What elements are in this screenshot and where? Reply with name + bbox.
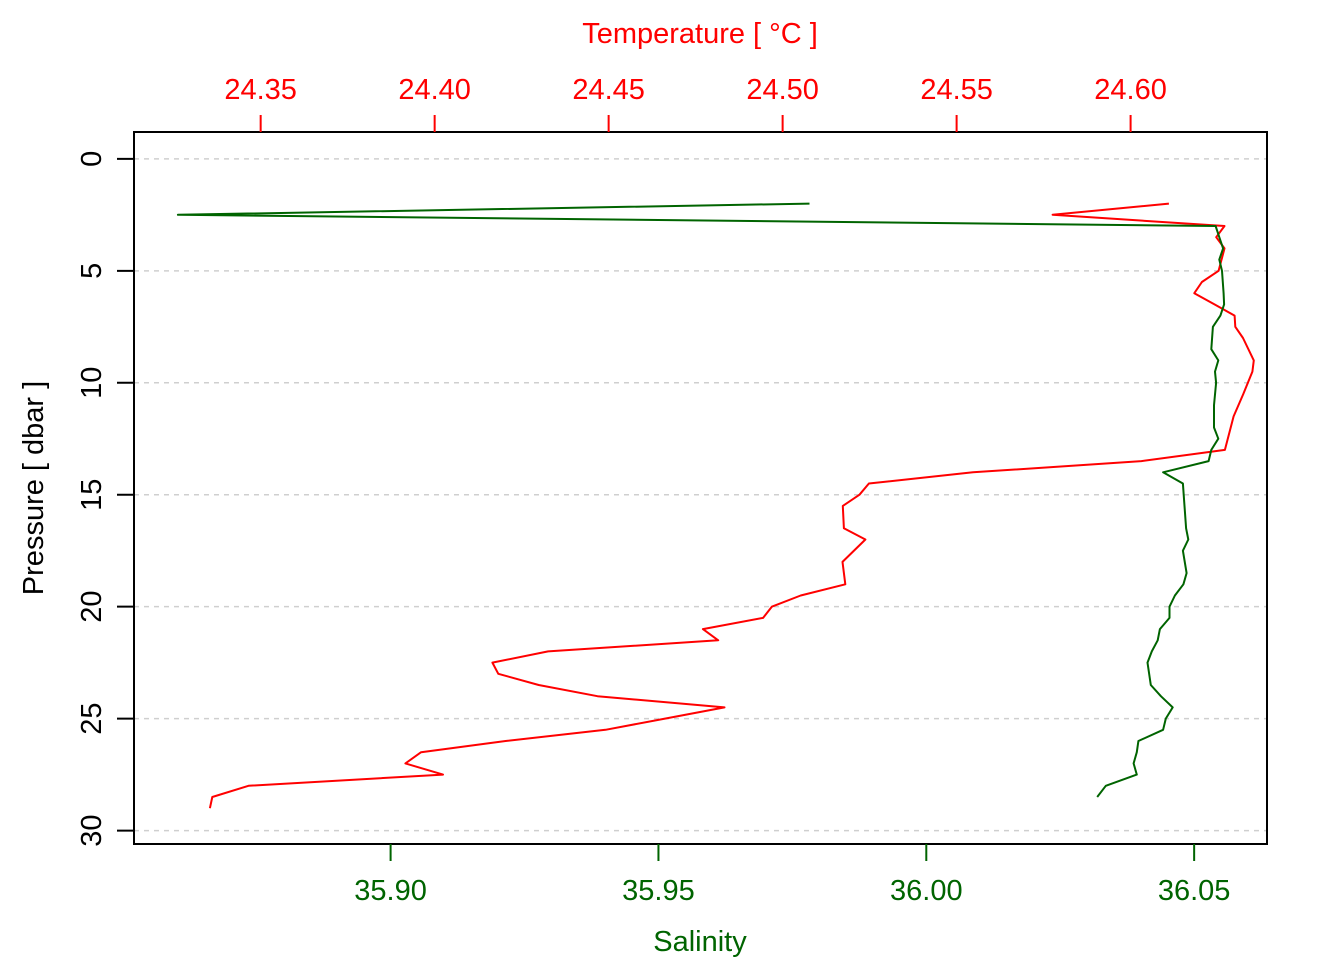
y-axis-tick-label: 5 (76, 263, 108, 279)
temperature-axis-tick-label: 24.40 (398, 74, 471, 106)
y-axis-tick-label: 20 (76, 591, 108, 623)
salinity-axis-tick-label: 36.05 (1158, 875, 1231, 907)
salinity-axis-tick-label: 35.90 (354, 875, 427, 907)
temperature-axis-tick-label: 24.60 (1094, 74, 1167, 106)
y-axis-tick-label: 25 (76, 702, 108, 734)
plot-frame (133, 131, 1268, 845)
salinity-axis-tick-label: 35.95 (622, 875, 695, 907)
series-layer (176, 202, 1255, 809)
y-axis-tick-label: 15 (76, 479, 108, 511)
y-axis-tick-label: 10 (76, 367, 108, 399)
temperature-axis-title: Temperature [ °C ] (582, 18, 818, 50)
pressure-axis-title: Pressure [ dbar ] (18, 381, 50, 595)
temperature-axis-tick-label: 24.45 (572, 74, 645, 106)
temperature-profile-line (208, 202, 1255, 809)
temperature-axis-tick-label: 24.50 (746, 74, 819, 106)
salinity-profile-line (176, 202, 1226, 798)
salinity-axis-title: Salinity (653, 926, 747, 958)
temperature-axis-tick-label: 24.55 (920, 74, 993, 106)
y-axis-tick-label: 0 (76, 151, 108, 167)
y-axis-tick-label: 30 (76, 814, 108, 846)
axes-ticks: 0 5 10 15 20 25 30 24.35 24.40 24.45 24.50 24.55 24.… (76, 74, 1230, 907)
salinity-axis-tick-label: 36.00 (890, 875, 963, 907)
temperature-axis-tick-label: 24.35 (224, 74, 297, 106)
grid (134, 158, 1267, 832)
